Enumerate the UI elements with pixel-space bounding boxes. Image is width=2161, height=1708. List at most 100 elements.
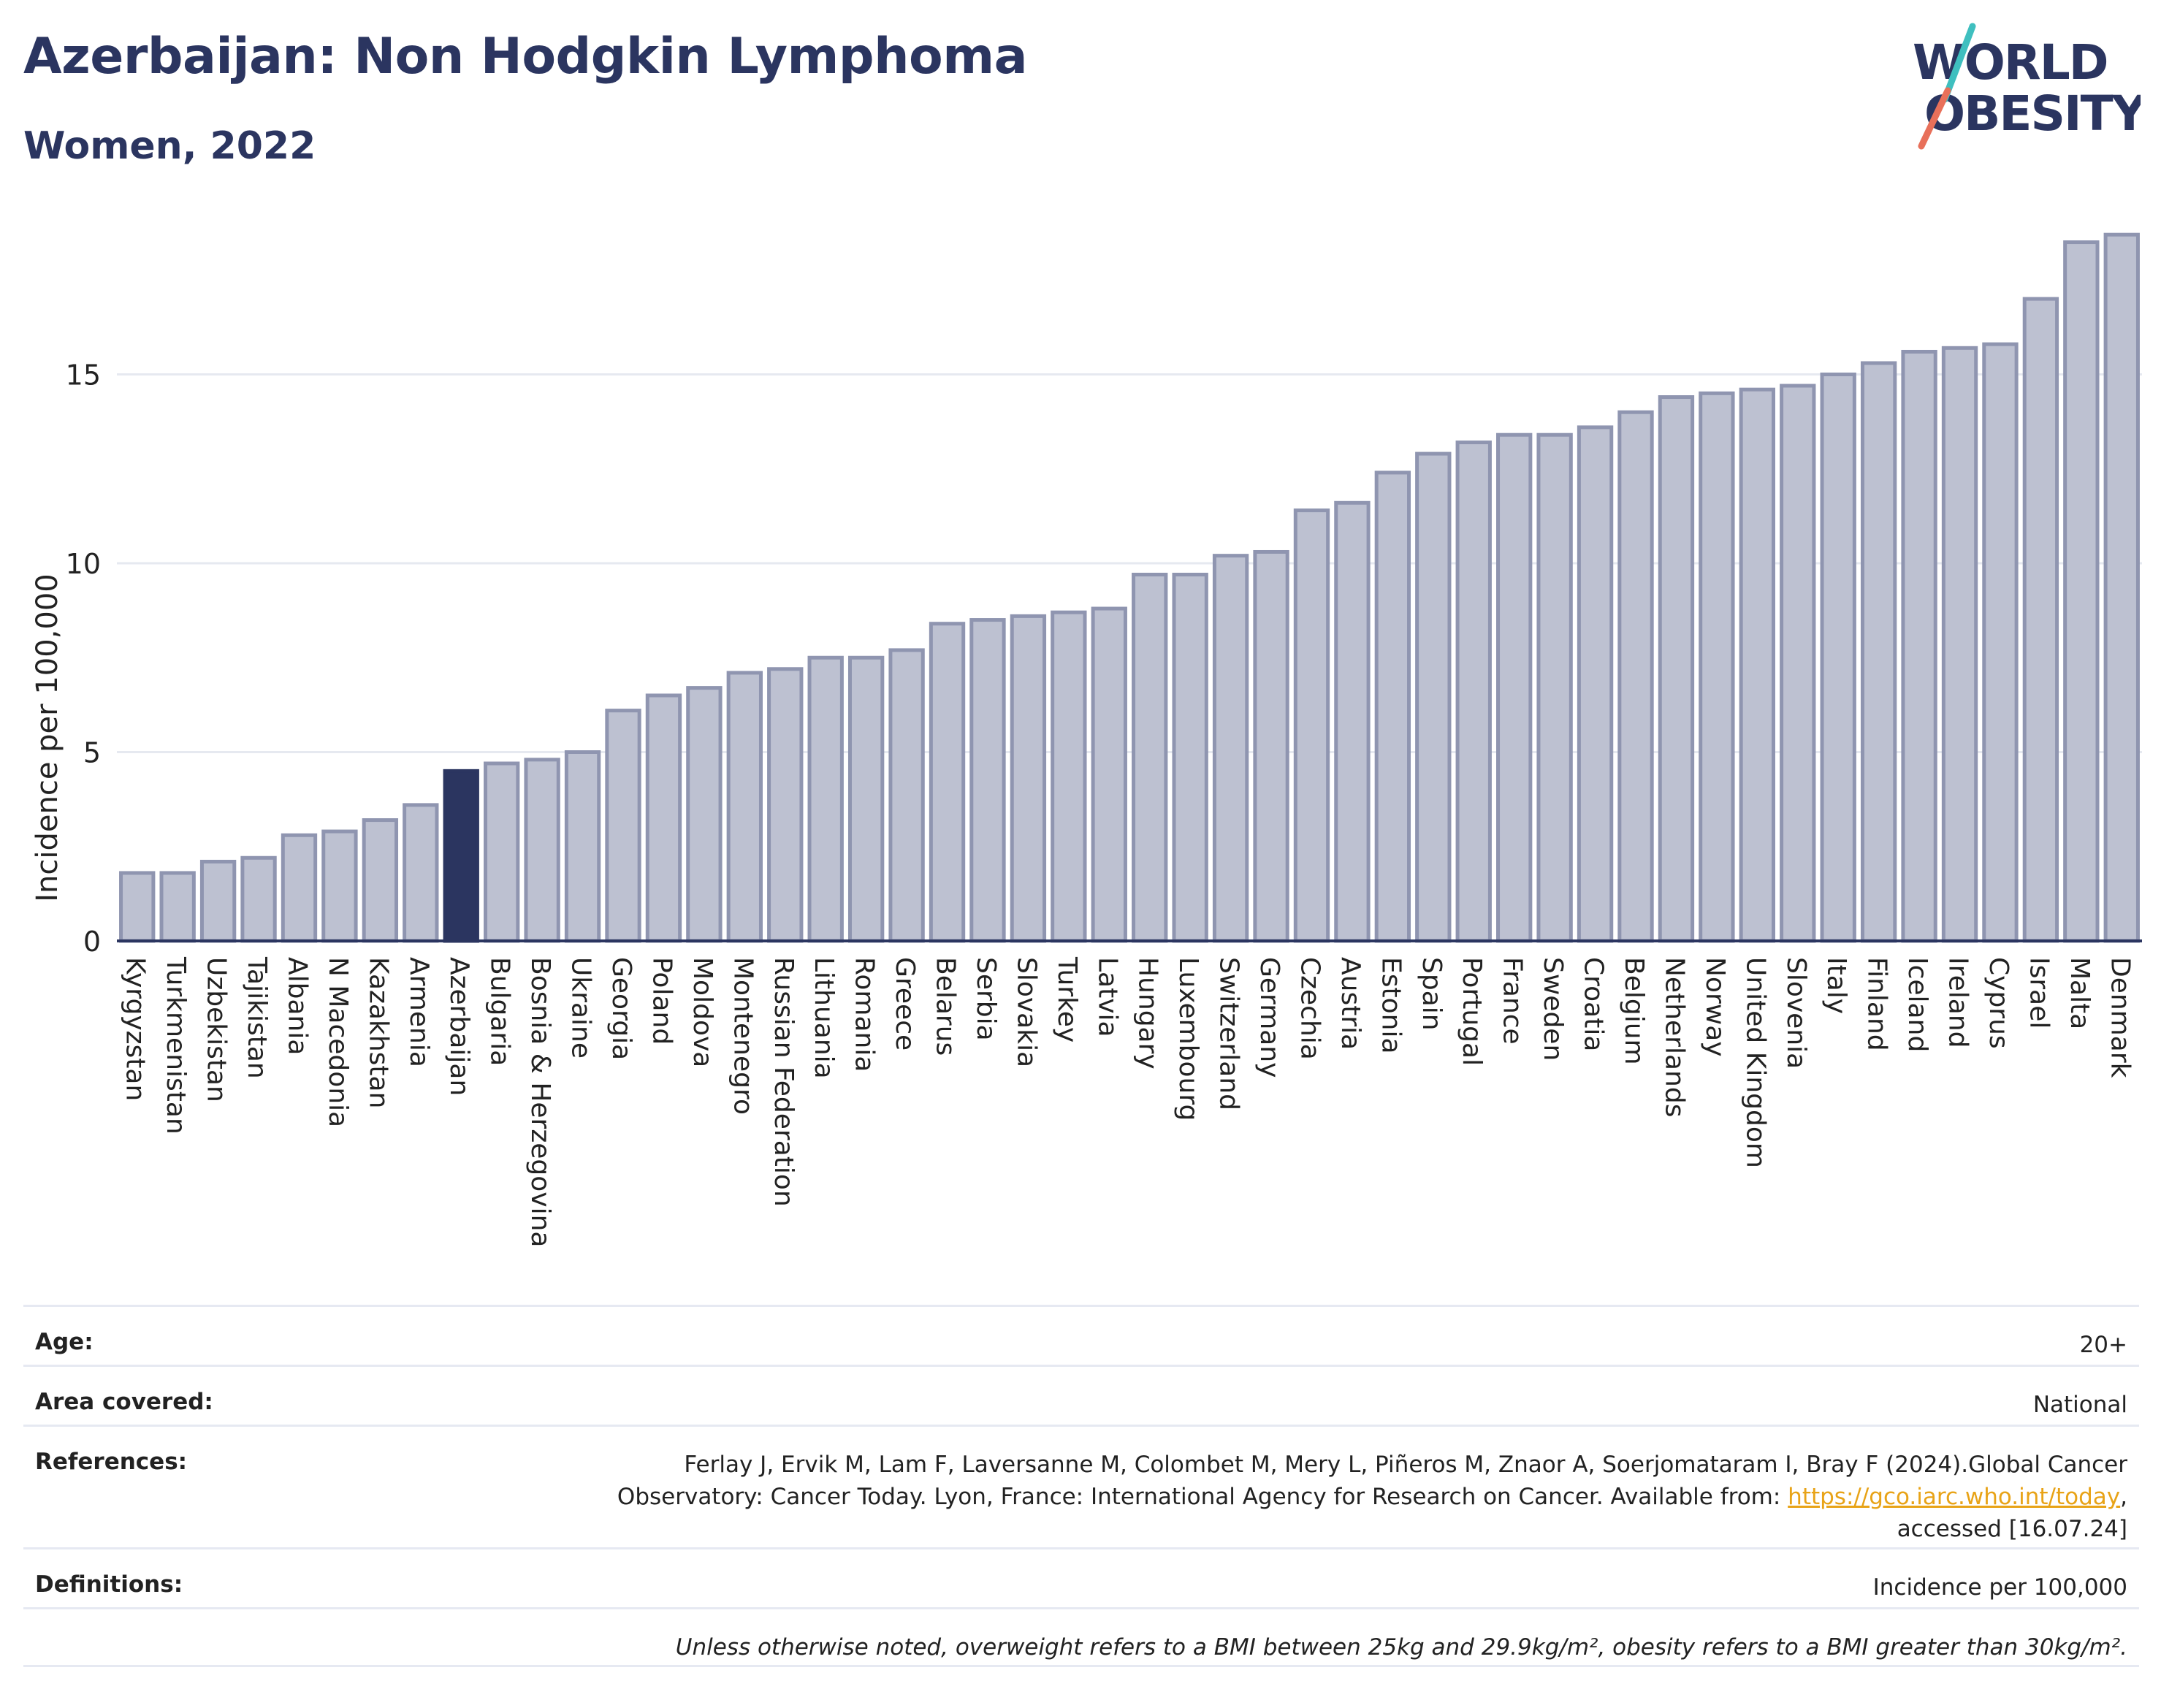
- bar: [159, 871, 196, 943]
- x-tick-label: Serbia: [971, 957, 1001, 1041]
- x-tick-label: Bosnia & Herzegovina: [525, 957, 555, 1247]
- references-link[interactable]: https://gco.iarc.who.int/today: [1788, 1484, 2121, 1510]
- references-line2-end: ,: [2120, 1484, 2127, 1510]
- bar-highlight: [443, 769, 479, 943]
- x-tick-label: Spain: [1417, 957, 1447, 1031]
- x-tick-label: Croatia: [1579, 957, 1609, 1051]
- bar: [119, 871, 156, 943]
- bar: [321, 829, 358, 943]
- bar: [362, 818, 399, 943]
- x-tick-label: Portugal: [1457, 957, 1487, 1066]
- x-tick-label: Finland: [1862, 957, 1892, 1051]
- x-tick-label: France: [1498, 957, 1528, 1045]
- x-tick-label: Ukraine: [566, 957, 596, 1059]
- x-tick-label: Kazakhstan: [363, 957, 393, 1108]
- x-tick-label: Estonia: [1376, 957, 1406, 1054]
- bar: [281, 833, 318, 943]
- bar: [1658, 395, 1695, 943]
- logo-slash-teal: [1941, 23, 1976, 103]
- x-tick-label: Israel: [2024, 957, 2054, 1029]
- x-tick-label: Armenia: [404, 957, 434, 1067]
- bar: [1496, 432, 1533, 943]
- x-tick-label: Italy: [1821, 957, 1851, 1014]
- x-tick-label: Germany: [1254, 957, 1284, 1078]
- world-obesity-logo: WORLD OBESITY: [1913, 23, 2141, 150]
- x-tick-label: Turkmenistan: [161, 956, 191, 1135]
- bar: [1374, 470, 1411, 943]
- bar: [969, 618, 1006, 943]
- bar: [726, 671, 763, 943]
- bar: [524, 758, 560, 943]
- obesity-definition-note: Unless otherwise noted, overweight refer…: [675, 1634, 2127, 1661]
- info-row-references: References: Ferlay J, Ervik M, Lam F, La…: [23, 1425, 2139, 1547]
- bar: [1617, 410, 1654, 943]
- y-tick-label: 15: [66, 359, 101, 392]
- info-row-definitions: Definitions: Incidence per 100,000: [23, 1547, 2139, 1607]
- x-tick-label: Moldova: [687, 957, 717, 1067]
- bar: [199, 859, 237, 943]
- x-tick-label: Iceland: [1902, 957, 1932, 1052]
- bar: [564, 750, 601, 943]
- bars: [119, 232, 2140, 943]
- bar: [1051, 610, 1087, 943]
- logo-slash-coral: [1918, 87, 1951, 150]
- x-tick-label: Norway: [1700, 957, 1730, 1057]
- age-label: Age:: [35, 1329, 94, 1355]
- x-tick-label: Albania: [282, 957, 312, 1055]
- x-tick-label: Czechia: [1295, 957, 1325, 1060]
- bar: [240, 855, 277, 943]
- logo-text-obesity: OBESITY: [1924, 85, 2141, 142]
- x-tick-label: Poland: [647, 957, 676, 1045]
- bar: [1982, 342, 2019, 943]
- x-tick-label: Russian Federation: [769, 957, 799, 1207]
- x-tick-label: Tajikistan: [242, 956, 272, 1079]
- bar: [645, 693, 682, 943]
- bar: [1739, 387, 1775, 943]
- references-line1: Ferlay J, Ervik M, Lam F, Laversanne M, …: [684, 1452, 2127, 1478]
- x-tick-label: United Kingdom: [1740, 957, 1770, 1168]
- x-tick-label: Turkey: [1052, 956, 1082, 1042]
- x-tick-label: Sweden: [1538, 957, 1568, 1061]
- bar-chart: 0 5 10 15 Kyrgyzstan Turkmenistan Uzbekistan Ta…: [31, 232, 2142, 1247]
- x-tick-label: Ireland: [1943, 957, 1973, 1048]
- x-tick-label: Azerbaijan: [444, 957, 474, 1096]
- x-tick-label: Montenegro: [728, 957, 758, 1115]
- x-tick-label: Luxembourg: [1173, 957, 1203, 1121]
- bar: [1536, 432, 1573, 943]
- x-tick-label: Belgium: [1619, 957, 1649, 1065]
- x-tick-label: Hungary: [1133, 957, 1163, 1070]
- logo-text-world: WORLD: [1913, 34, 2108, 91]
- bar: [605, 709, 641, 943]
- page-subtitle: Women, 2022: [23, 124, 316, 168]
- bar: [1577, 425, 1614, 943]
- area-value: National: [2032, 1392, 2127, 1418]
- bar: [1132, 573, 1168, 943]
- bar: [1334, 500, 1371, 943]
- y-tick-label: 0: [83, 926, 101, 958]
- x-tick-label: Austria: [1335, 957, 1365, 1050]
- bar: [2103, 232, 2140, 943]
- axes: 0 5 10 15 Kyrgyzstan Turkmenistan Uzbekistan Ta…: [66, 359, 2142, 1247]
- info-row-age: Age: 20+: [23, 1305, 2139, 1365]
- references-value: Ferlay J, Ervik M, Lam F, Laversanne M, …: [617, 1449, 2127, 1545]
- info-row-note: Unless otherwise noted, overweight refer…: [23, 1607, 2139, 1667]
- bar: [1901, 349, 1937, 943]
- bar: [2063, 240, 2100, 943]
- x-tick-label: Bulgaria: [485, 957, 515, 1066]
- references-line3: accessed [16.07.24]: [1897, 1516, 2127, 1542]
- x-tick-label: Latvia: [1092, 957, 1122, 1037]
- x-tick-label: Kyrgyzstan: [121, 957, 150, 1101]
- bar: [686, 686, 723, 943]
- references-label: References:: [35, 1449, 188, 1475]
- bar: [1699, 391, 1735, 943]
- x-tick-label: Uzbekistan: [202, 957, 232, 1102]
- bar: [1253, 549, 1289, 943]
- bar: [1780, 384, 1816, 943]
- y-axis-label: Incidence per 100,000: [31, 573, 64, 902]
- bar: [1941, 346, 1978, 943]
- references-line2-text: Observatory: Cancer Today. Lyon, France:…: [617, 1484, 1788, 1510]
- bar: [2022, 297, 2059, 943]
- x-tick-label: Slovenia: [1781, 957, 1811, 1069]
- x-tick-label: Slovakia: [1011, 957, 1041, 1067]
- bar: [1172, 573, 1208, 943]
